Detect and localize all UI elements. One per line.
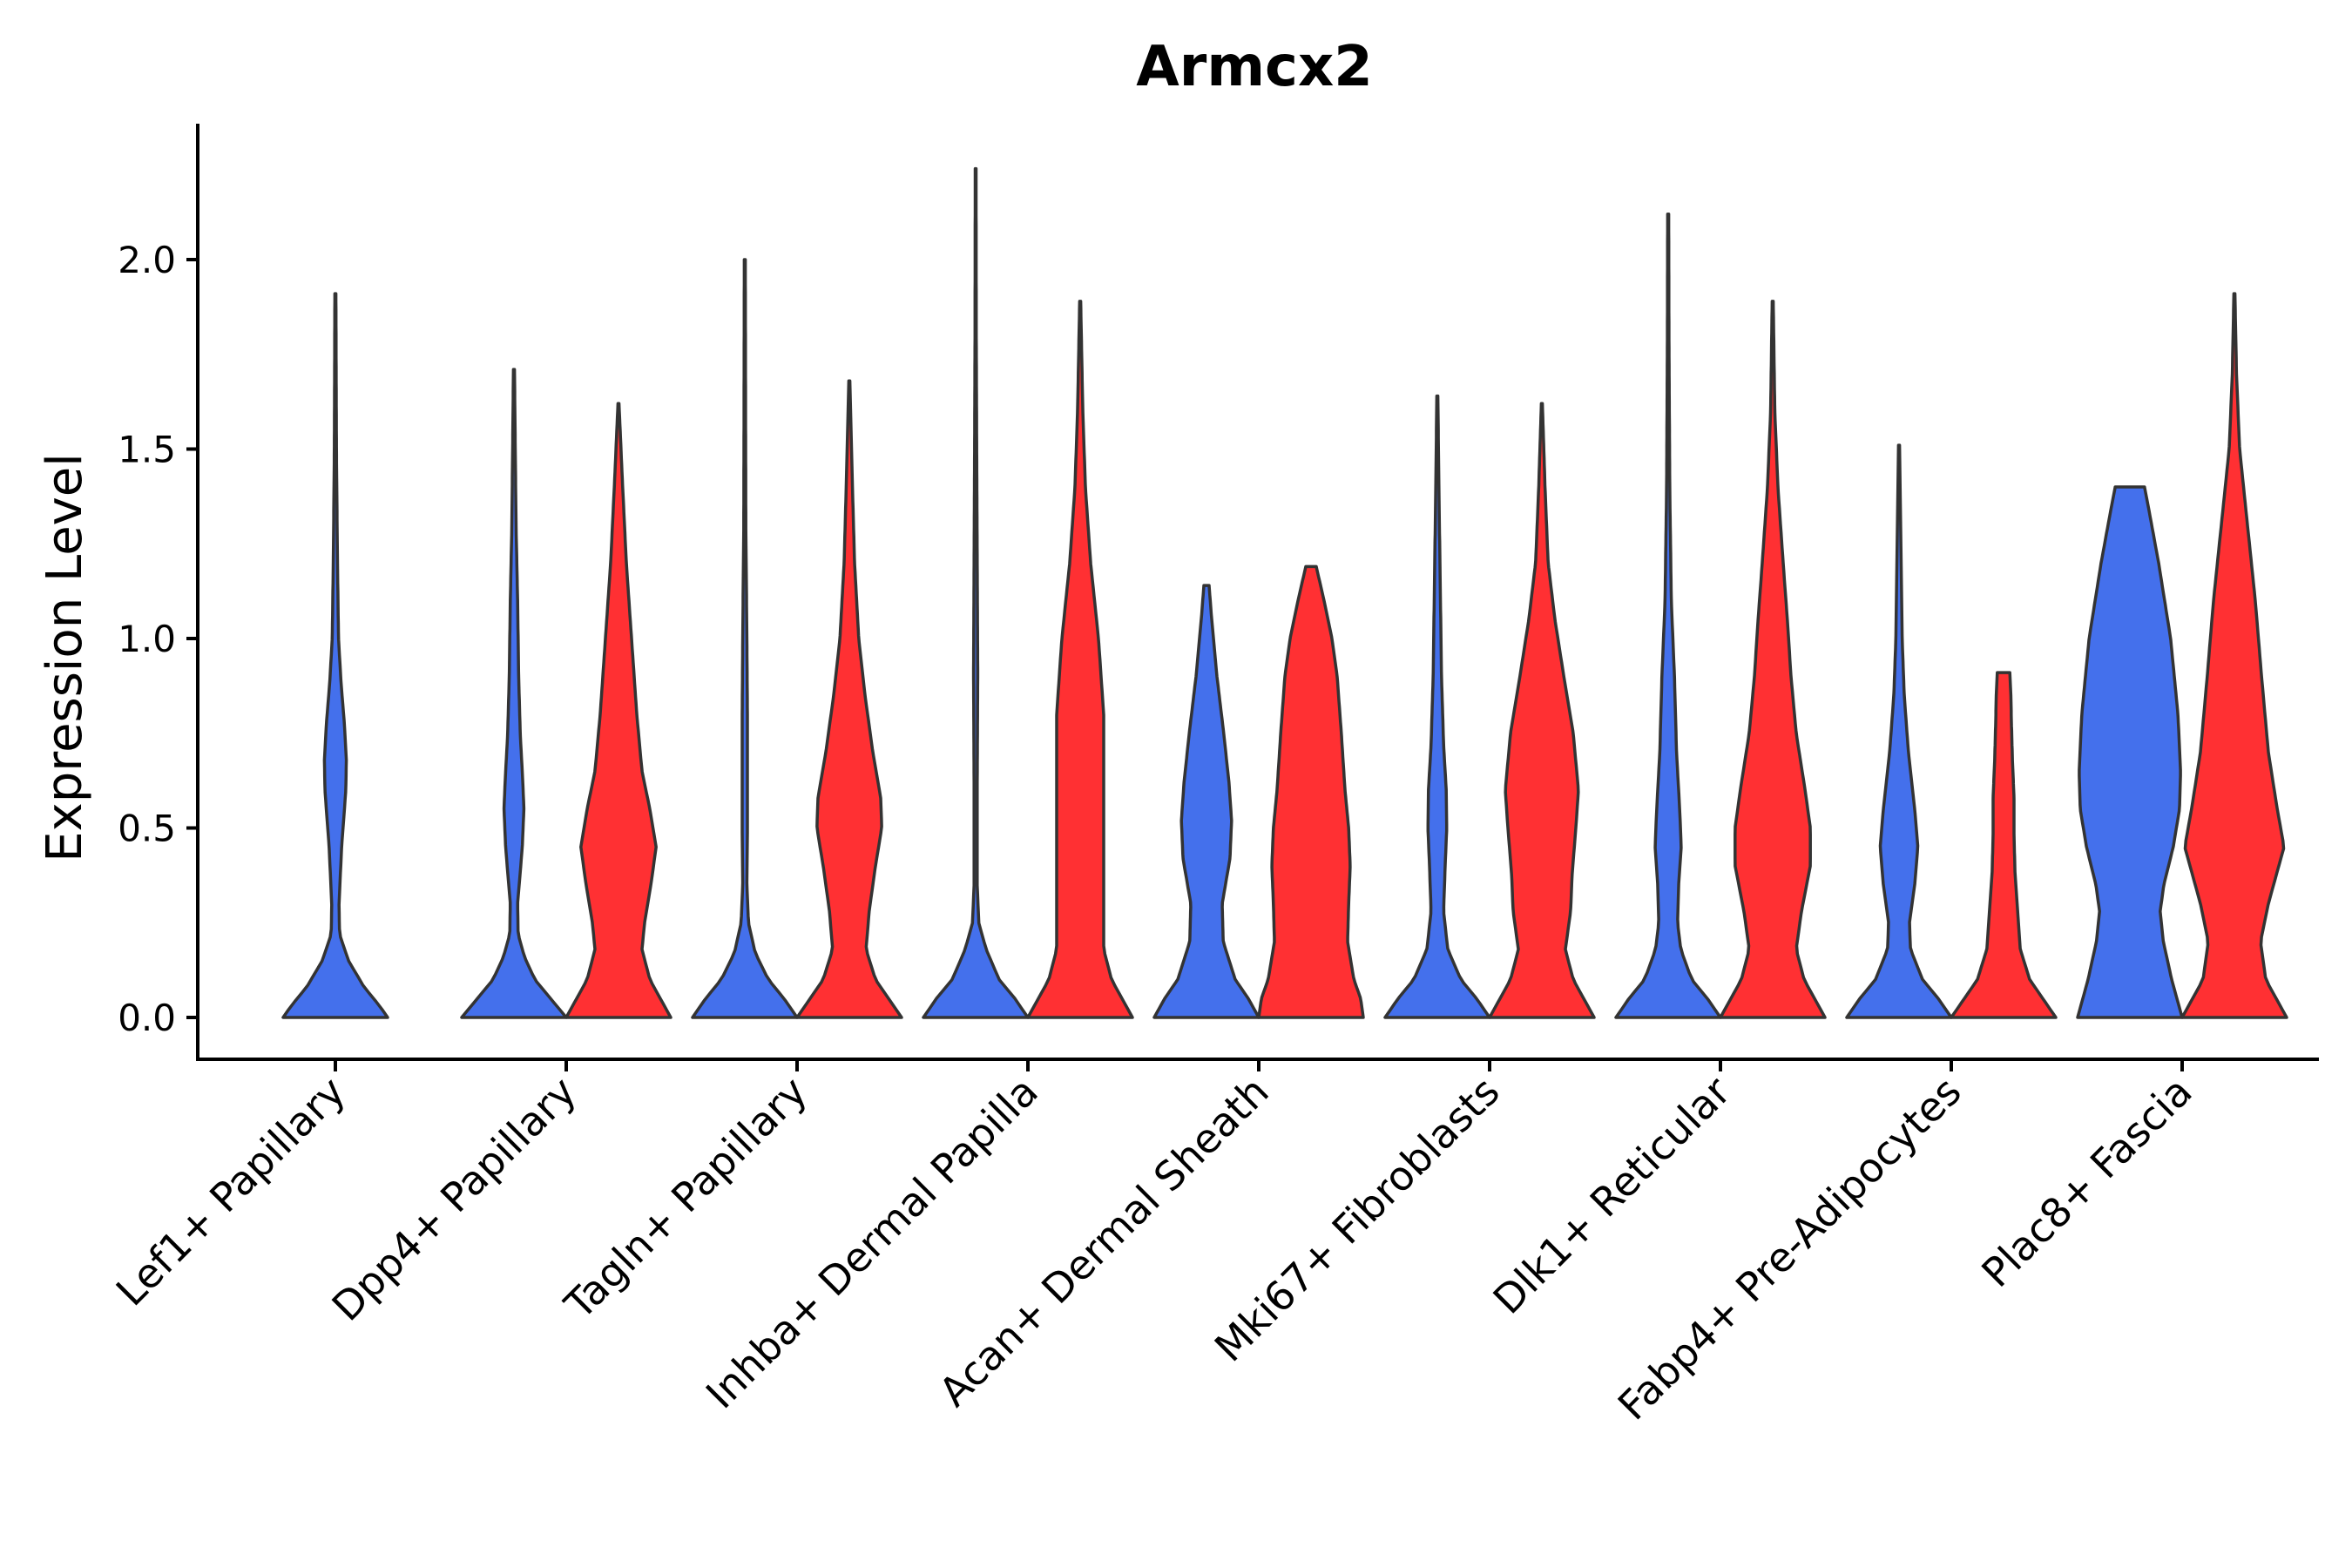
violin-group1-2: [460, 368, 568, 1019]
violin-group1-4: [922, 166, 1030, 1019]
y-axis-label: Expression Level: [37, 453, 93, 862]
violin-group1-3: [691, 258, 799, 1019]
violin-group2-7: [1719, 300, 1827, 1019]
x-tick-label: Dpp4+ Papillary: [323, 1068, 585, 1330]
y-tick-label: 0.5: [118, 808, 176, 850]
violin-group1-5: [1152, 584, 1260, 1019]
x-tick-label: Lef1+ Papillary: [107, 1068, 355, 1315]
violin-group1-9: [2076, 485, 2184, 1019]
violin-group2-5: [1257, 564, 1365, 1019]
x-tick-label: Tagln+ Papillary: [555, 1068, 816, 1329]
violin-group1-7: [1614, 213, 1722, 1019]
violin-group2-9: [2180, 292, 2288, 1019]
y-tick-label: 2.0: [118, 239, 176, 281]
violin-group1-6: [1383, 394, 1491, 1019]
violin-group2-4: [1026, 300, 1134, 1019]
y-axis-ticks: 0.0 0.5 1.0 1.5 2.0: [118, 239, 198, 1039]
y-tick-label: 1.0: [118, 618, 176, 660]
y-tick-label: 1.5: [118, 429, 176, 471]
y-tick-label: 0.0: [118, 997, 176, 1039]
violin-group2-8: [1950, 671, 2058, 1019]
violin-group2-2: [564, 402, 672, 1019]
chart-title: Armcx2: [1136, 35, 1373, 99]
violin-group2-3: [795, 379, 903, 1019]
x-tick-label: Dlk1+ Reticular: [1484, 1068, 1740, 1323]
violin-layer: [281, 166, 2288, 1019]
violin-group1-8: [1845, 443, 1953, 1019]
violin-group1-1: [281, 292, 389, 1019]
x-tick-label: Plac8+ Fascia: [1972, 1068, 2200, 1296]
violin-group2-6: [1488, 402, 1596, 1019]
